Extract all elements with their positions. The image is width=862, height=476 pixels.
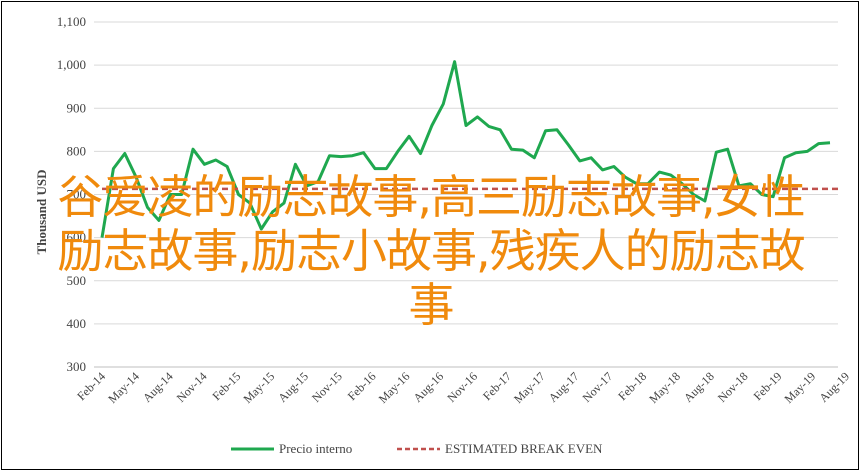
x-tick-label: Nov-18 xyxy=(715,369,751,405)
y-axis: 300 400 500 600 700 800 900 1,000 1,100 xyxy=(57,14,86,374)
x-tick-label: Nov-16 xyxy=(444,369,480,405)
x-tick-label: Nov-17 xyxy=(580,369,616,405)
x-tick-label: May-19 xyxy=(782,369,819,406)
x-tick-label: May-18 xyxy=(646,369,683,406)
overlay-line-2: 励志故事,励志小故事,残疾人的励志故 xyxy=(57,224,805,278)
x-tick-label: Aug-19 xyxy=(816,369,852,405)
y-tick-label: 600 xyxy=(67,230,87,245)
y-tick-label: 800 xyxy=(67,143,87,158)
y-tick-label: 1,000 xyxy=(57,57,86,72)
x-tick-label: Feb-18 xyxy=(615,369,649,403)
x-tick-label: Feb-17 xyxy=(480,369,514,403)
x-tick-label: Feb-14 xyxy=(74,369,108,403)
x-tick-label: Nov-15 xyxy=(309,369,345,405)
legend-label-precio: Precio interno xyxy=(279,441,352,456)
overlay-line-1: 谷爱凌的励志故事,高三励志故事,女性 xyxy=(57,170,805,224)
x-tick-label: Nov-14 xyxy=(174,369,210,405)
x-tick-label: Aug-14 xyxy=(140,369,176,405)
x-tick-label: Feb-15 xyxy=(209,369,243,403)
x-tick-label: May-16 xyxy=(376,369,413,406)
y-tick-label: 400 xyxy=(67,316,87,331)
x-tick-label: May-17 xyxy=(511,369,548,406)
x-tick-label: Feb-16 xyxy=(345,369,379,403)
x-tick-label: May-14 xyxy=(105,369,142,406)
series-group xyxy=(100,60,838,238)
overlay-line-3: 事 xyxy=(408,278,455,332)
overlay-caption: 谷爱凌的励志故事,高三励志故事,女性 励志故事,励志小故事,残疾人的励志故 事 xyxy=(0,170,862,332)
y-tick-label: 300 xyxy=(67,359,87,374)
x-tick-label: Feb-19 xyxy=(751,369,785,403)
y-tick-label: 1,100 xyxy=(57,14,86,29)
y-tick-label: 500 xyxy=(67,273,87,288)
x-tick-label: Aug-16 xyxy=(410,369,446,405)
y-tick-label: 900 xyxy=(67,100,87,115)
x-tick-label: May-15 xyxy=(240,369,277,406)
x-tick-label: Aug-17 xyxy=(546,369,582,405)
y-tick-label: 700 xyxy=(67,187,87,202)
legend-label-break-even: ESTIMATED BREAK EVEN xyxy=(445,441,603,456)
legend: Precio interno ESTIMATED BREAK EVEN xyxy=(231,441,603,456)
y-axis-label: Thousand USD xyxy=(34,170,49,255)
series-line-precio-interno xyxy=(100,60,831,238)
x-tick-label: Aug-18 xyxy=(681,369,717,405)
x-tick-label: Aug-15 xyxy=(275,369,311,405)
